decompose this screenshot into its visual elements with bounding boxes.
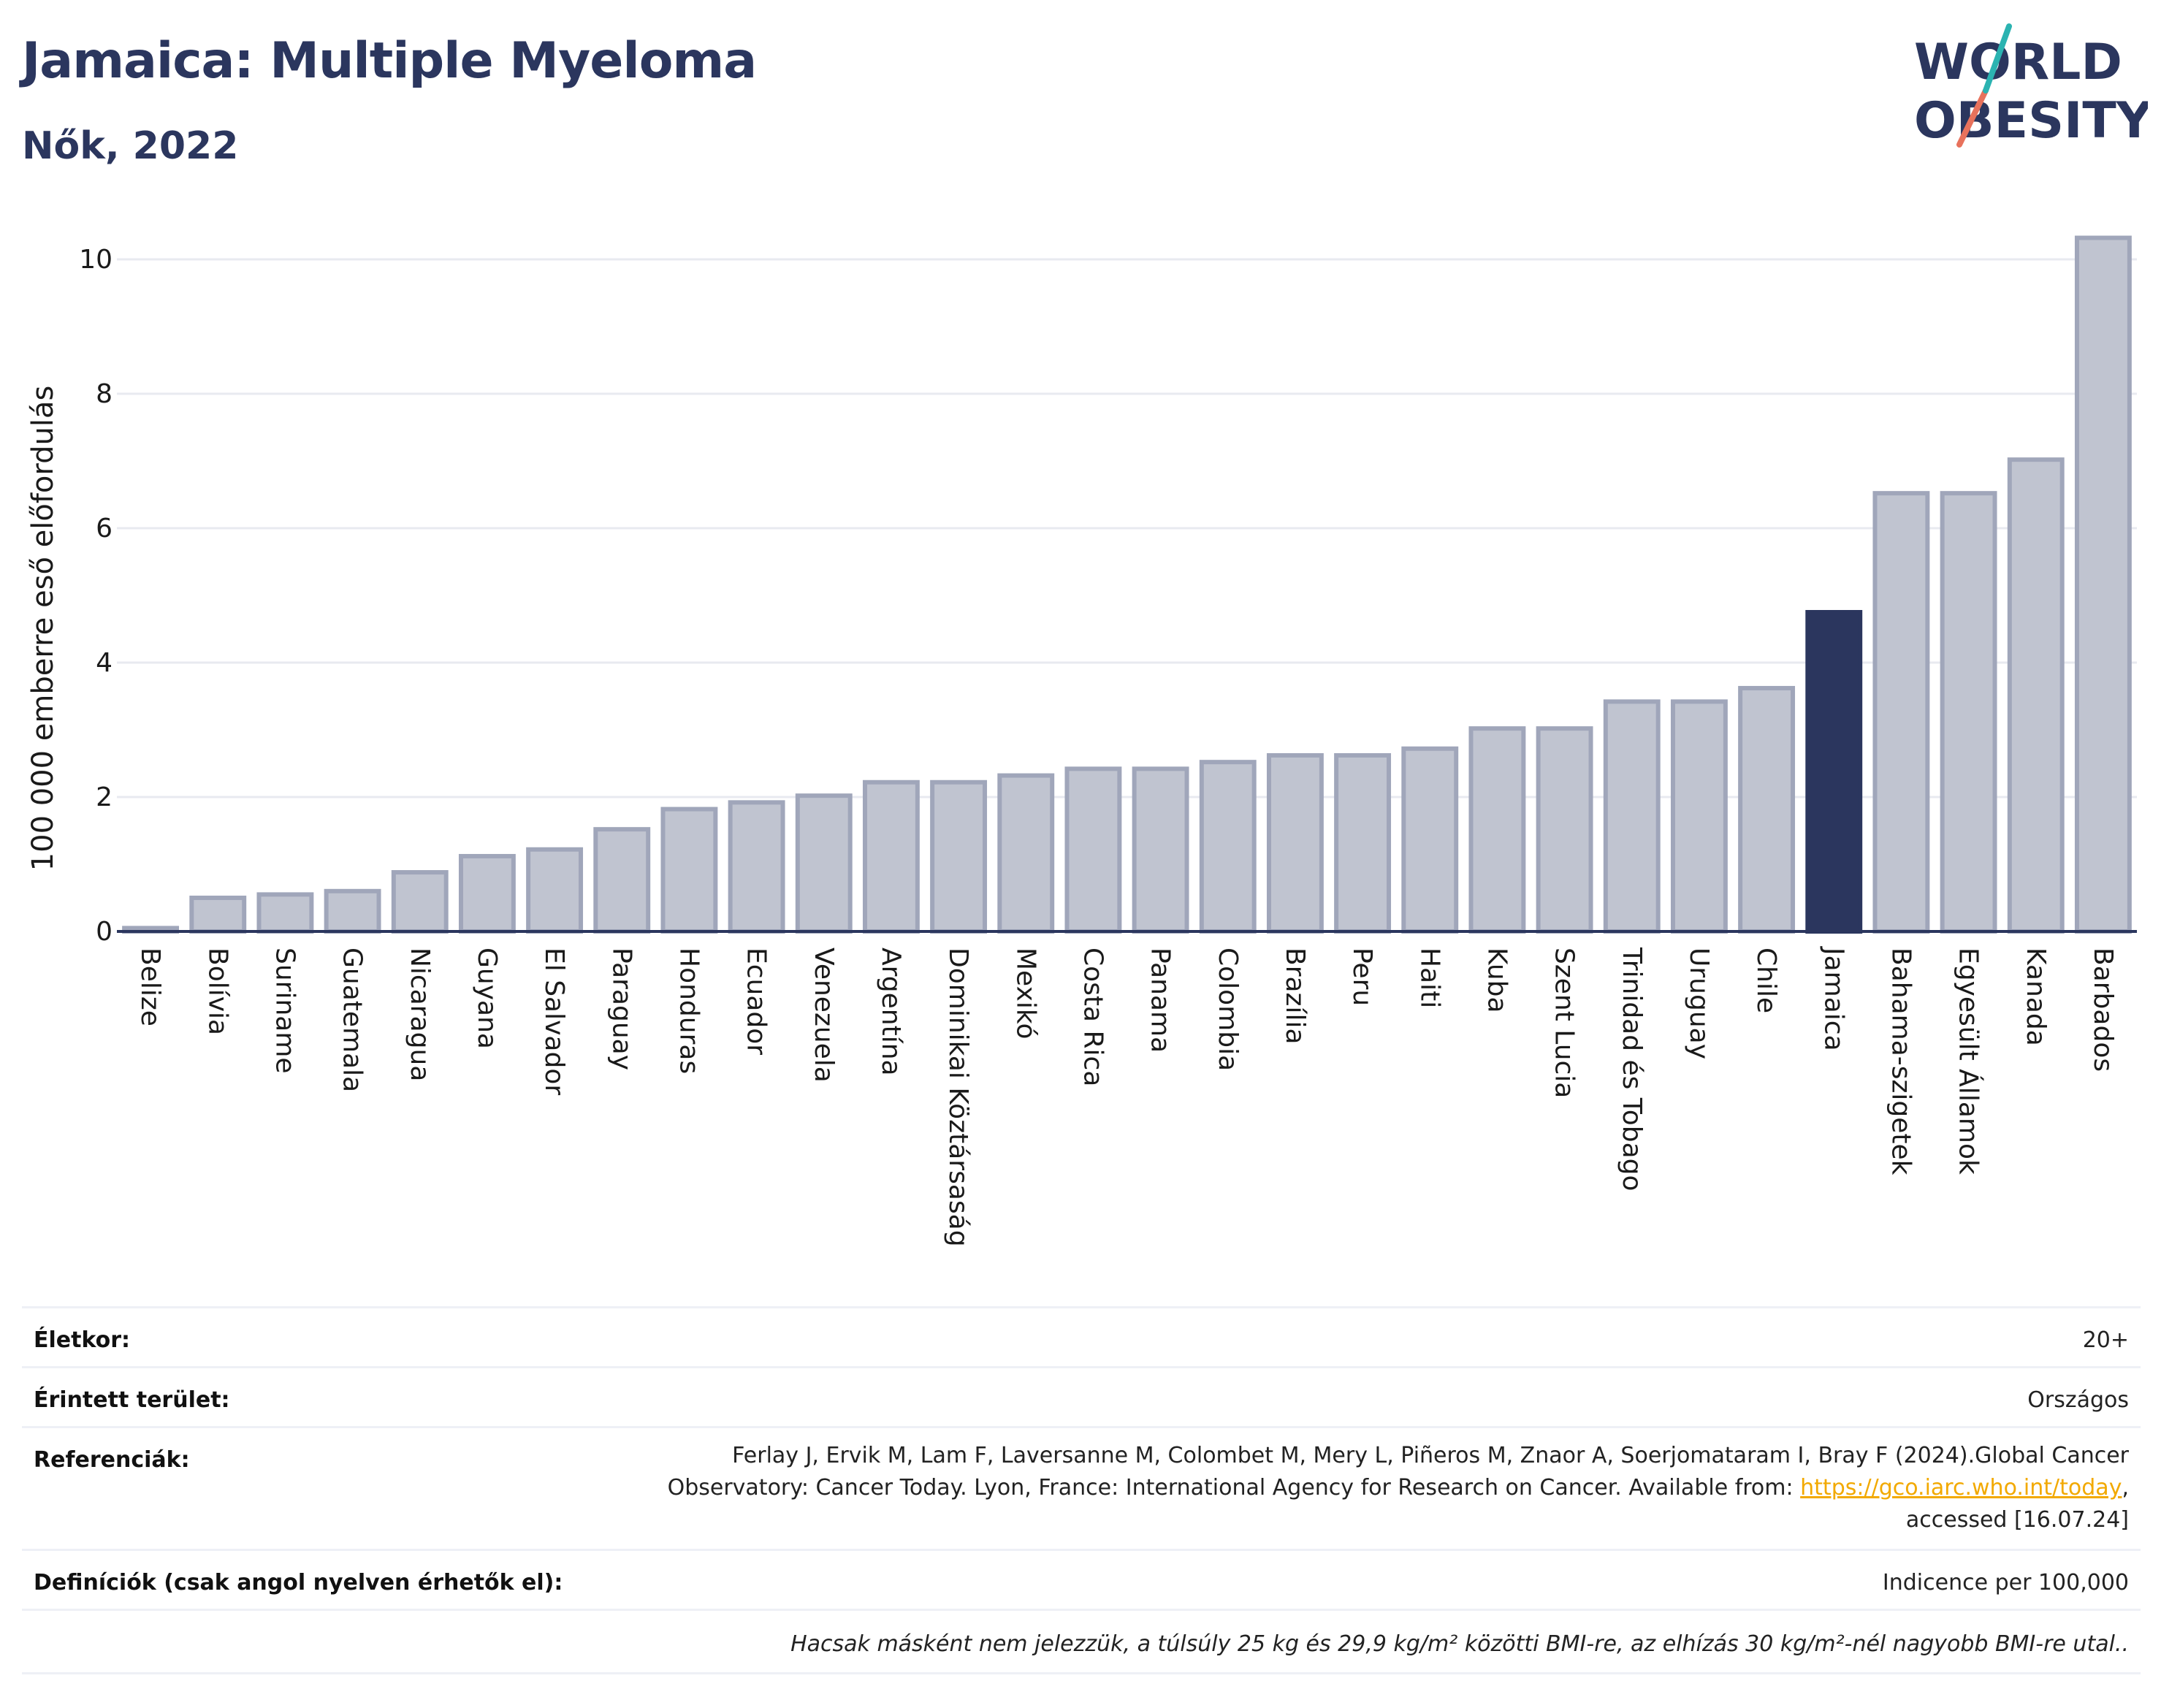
metadata-table: Életkor: 20+ Érintett terület: Országos … (22, 1306, 2141, 1674)
x-tick-label: Colombia (1213, 948, 1243, 1071)
x-tick-label: Peru (1347, 948, 1377, 1006)
x-tick-label: Szent Lucia (1550, 948, 1579, 1098)
bar-paraguay (593, 827, 651, 934)
bar-uruguay (1670, 699, 1728, 934)
axis: 0 2 4 6 8 10 Belize Bolívia Suriname Guatemala Nic… (79, 245, 2137, 1247)
age-value: 20+ (2082, 1327, 2129, 1353)
bar-panama (1132, 766, 1189, 934)
bar-mexikó (997, 773, 1055, 934)
y-axis-label: 100 000 emberre eső előfordulás (26, 386, 60, 872)
y-tick-label: 2 (96, 782, 113, 812)
x-tick-label: Argentína (876, 948, 906, 1076)
bar-costa-rica (1064, 766, 1122, 934)
x-tick-label: Bahama-szigetek (1886, 948, 1916, 1175)
page-subtitle: Nők, 2022 (22, 124, 239, 168)
references-label: Referenciák: (34, 1447, 190, 1473)
bar-jamaica (1805, 610, 1863, 934)
x-tick-label: Kuba (1482, 948, 1512, 1013)
x-tick-label: Brazília (1280, 948, 1310, 1045)
area-label: Érintett terület: (34, 1387, 230, 1413)
bar-colombia (1199, 760, 1257, 934)
x-tick-label: El Salvador (539, 948, 569, 1095)
bar-ecuador (728, 800, 785, 934)
gridlines (117, 258, 2137, 798)
bar-venezuela (795, 793, 853, 934)
x-tick-label: Mexikó (1010, 948, 1040, 1039)
bar-chile (1738, 685, 1796, 934)
x-tick-label: Chile (1751, 948, 1781, 1013)
reference-line-3: accessed [16.07.24] (1905, 1507, 2129, 1533)
page-title: Jamaica: Multiple Myeloma (22, 32, 757, 90)
x-tick-label: Barbados (2088, 948, 2118, 1072)
svg-text:WORLD: WORLD (1914, 34, 2122, 91)
x-tick-label: Jamaica (1818, 946, 1848, 1051)
x-tick-label: Guyana (472, 948, 502, 1049)
reference-link[interactable]: https://gco.iarc.who.int/today (1800, 1475, 2122, 1501)
x-tick-label: Costa Rica (1078, 948, 1108, 1086)
area-value: Országos (2027, 1387, 2129, 1413)
bar-guyana (458, 853, 516, 934)
bar-suriname (256, 892, 314, 934)
x-tick-label: Paraguay (606, 948, 636, 1070)
x-tick-label: Suriname (270, 948, 300, 1074)
definitions-value: Indicence per 100,000 (1882, 1570, 2129, 1595)
bar-peru (1334, 752, 1392, 934)
bar-egyesült-államok (1940, 491, 1997, 934)
bar-chart: 0 2 4 6 8 10 Belize Bolívia Suriname Guatemala Nic… (26, 235, 2137, 1247)
bar-trinidad-és-tobago (1603, 699, 1661, 934)
x-tick-label: Belize (135, 948, 165, 1026)
x-tick-label: Venezuela (809, 948, 839, 1083)
bar-szent-lucia (1536, 726, 1593, 934)
bar-brazília (1266, 752, 1324, 934)
bar-bahama-szigetek (1872, 491, 1930, 934)
y-tick-label: 6 (96, 514, 113, 544)
bar-kuba (1468, 726, 1526, 934)
bar-kanada (2007, 457, 2065, 934)
x-tick-label: Egyesült Államok (1954, 948, 1984, 1175)
age-label: Életkor: (34, 1327, 131, 1353)
y-tick-label: 8 (96, 379, 113, 409)
world-obesity-logo: WORLD OBESITY (1914, 23, 2148, 150)
bar-bolívia (189, 896, 247, 934)
meta-row-area: Érintett terület: Országos (22, 1366, 2141, 1428)
y-tick-label: 4 (96, 648, 113, 678)
bar-el-salvador (526, 847, 584, 934)
bar-honduras (660, 807, 718, 934)
x-tick-label: Nicaragua (405, 948, 435, 1081)
meta-row-definitions: Definíciók (csak angol nyelven érhetők e… (22, 1549, 2141, 1611)
meta-row-age: Életkor: 20+ (22, 1306, 2141, 1368)
x-tick-label: Dominikai Köztársaság (943, 948, 973, 1247)
x-tick-label: Honduras (674, 948, 704, 1074)
reference-line-2-text: Observatory: Cancer Today. Lyon, France:… (667, 1475, 1801, 1501)
meta-row-references: Referenciák: Ferlay J, Ervik M, Lam F, L… (22, 1426, 2141, 1551)
x-tick-label: Uruguay (1684, 948, 1714, 1059)
references-value: Ferlay J, Ervik M, Lam F, Laversanne M, … (668, 1440, 2129, 1536)
meta-row-note: Hacsak másként nem jelezzük, a túlsúly 2… (22, 1609, 2141, 1674)
x-tick-label: Kanada (2021, 948, 2051, 1046)
bar-barbados (2074, 235, 2132, 934)
bars (122, 235, 2132, 934)
y-tick-label: 10 (79, 245, 113, 275)
bar-nicaragua (391, 870, 449, 934)
x-tick-label: Panama (1146, 948, 1175, 1053)
definitions-label: Definíciók (csak angol nyelven érhetők e… (34, 1570, 563, 1595)
x-tick-label: Bolívia (202, 948, 232, 1035)
x-tick-label: Trinidad és Tobago (1617, 947, 1647, 1192)
reference-line-1: Ferlay J, Ervik M, Lam F, Laversanne M, … (732, 1443, 2129, 1468)
y-tick-label: 0 (96, 917, 113, 947)
bar-dominikai-köztársaság (930, 779, 988, 934)
reference-line-2-tail: , (2122, 1475, 2129, 1501)
bar-guatemala (324, 888, 381, 934)
x-tick-label: Guatemala (338, 948, 367, 1092)
footnote: Hacsak másként nem jelezzük, a túlsúly 2… (790, 1631, 2129, 1657)
bar-haiti (1401, 746, 1459, 934)
x-tick-label: Ecuador (742, 948, 771, 1055)
bar-argentína (862, 779, 920, 934)
reference-line-2: Observatory: Cancer Today. Lyon, France:… (668, 1472, 2129, 1504)
svg-text:OBESITY: OBESITY (1914, 92, 2148, 150)
x-tick-label: Haiti (1414, 948, 1444, 1008)
